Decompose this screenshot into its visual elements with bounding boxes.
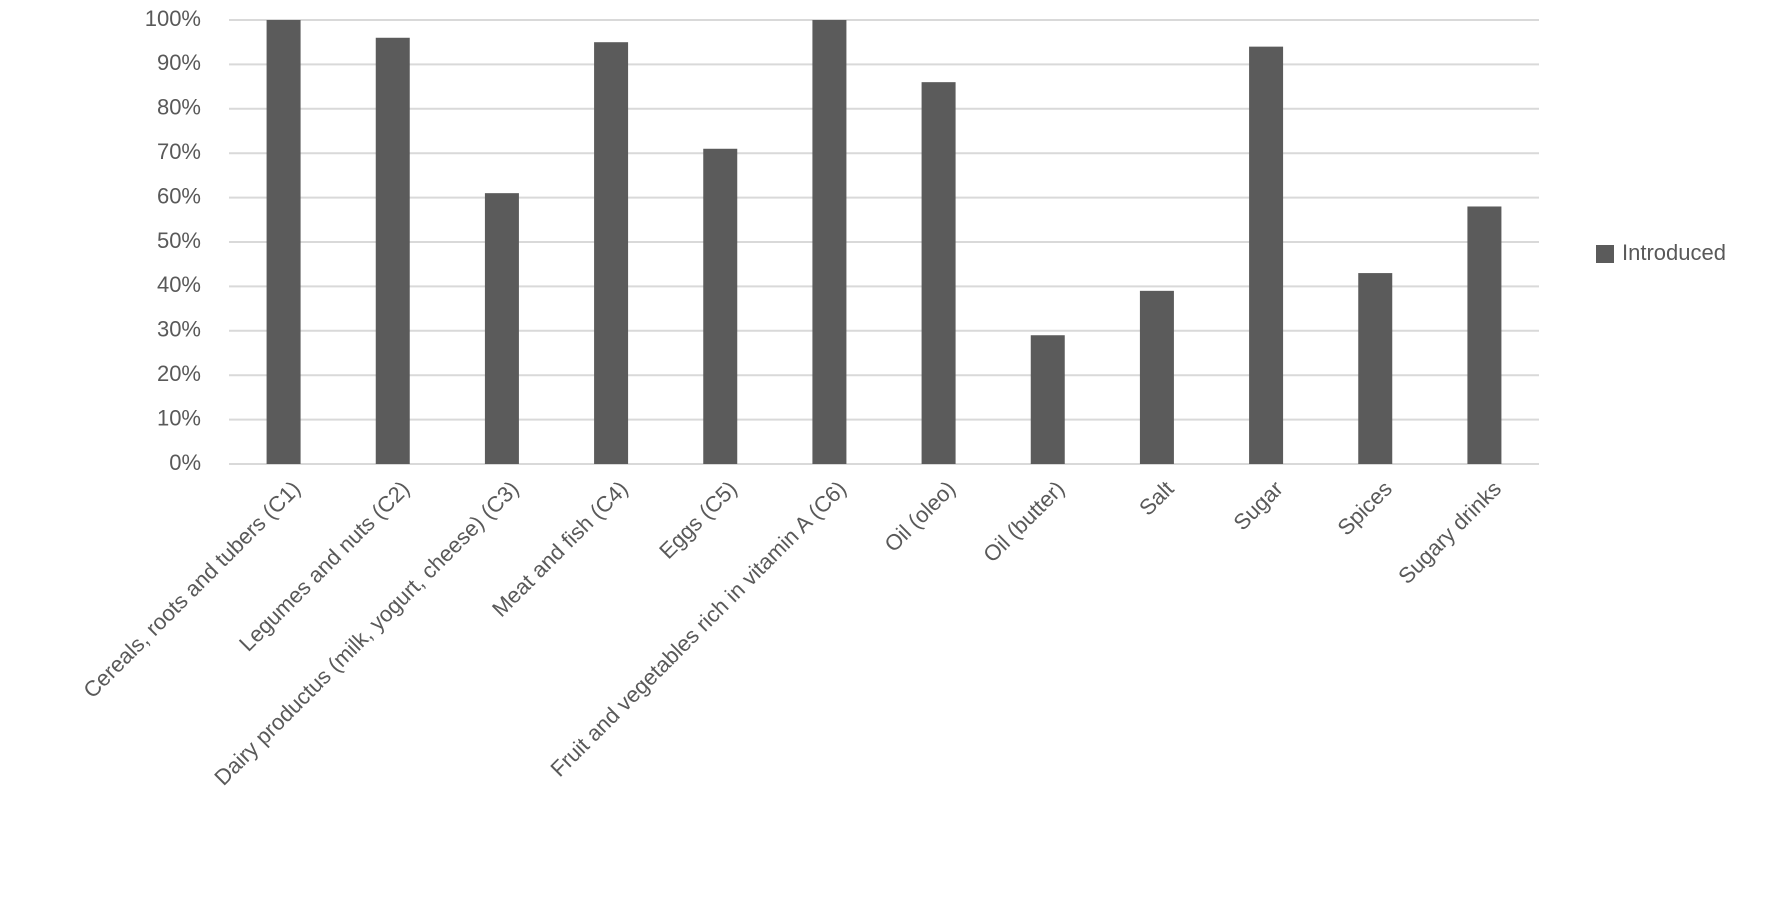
x-tick-label: Salt bbox=[1134, 476, 1178, 520]
x-tick-label: Spices bbox=[1333, 476, 1397, 540]
bar bbox=[594, 42, 629, 464]
y-tick-label: 60% bbox=[157, 183, 201, 208]
x-tick-label: Sugary drinks bbox=[1393, 476, 1506, 589]
bar bbox=[266, 20, 301, 464]
x-tick-label: Eggs (C5) bbox=[654, 476, 742, 564]
bar bbox=[812, 20, 847, 464]
x-tick-label: Oil (butter) bbox=[978, 476, 1069, 567]
y-tick-label: 80% bbox=[157, 95, 201, 120]
y-tick-label: 70% bbox=[157, 139, 201, 164]
y-tick-label: 20% bbox=[157, 361, 201, 386]
y-tick-label: 100% bbox=[145, 6, 201, 31]
y-tick-label: 90% bbox=[157, 50, 201, 75]
x-tick-label: Sugar bbox=[1229, 476, 1288, 535]
x-tick-label: Cereals, roots and tubers (C1) bbox=[78, 476, 305, 703]
bar bbox=[1139, 290, 1174, 464]
bar bbox=[703, 148, 738, 464]
y-tick-label: 50% bbox=[157, 228, 201, 253]
y-tick-label: 30% bbox=[157, 317, 201, 342]
bar bbox=[375, 37, 410, 464]
x-tick-label: Oil (oleo) bbox=[879, 476, 960, 557]
bar bbox=[1358, 273, 1393, 464]
y-tick-label: 10% bbox=[157, 405, 201, 430]
legend-swatch bbox=[1596, 245, 1614, 263]
bar bbox=[1249, 46, 1284, 464]
bar bbox=[921, 82, 956, 464]
bar bbox=[1030, 335, 1065, 464]
bar bbox=[1467, 206, 1502, 465]
bar bbox=[484, 193, 519, 464]
y-tick-label: 40% bbox=[157, 272, 201, 297]
legend-label: Introduced bbox=[1622, 240, 1726, 265]
y-tick-label: 0% bbox=[169, 450, 201, 475]
